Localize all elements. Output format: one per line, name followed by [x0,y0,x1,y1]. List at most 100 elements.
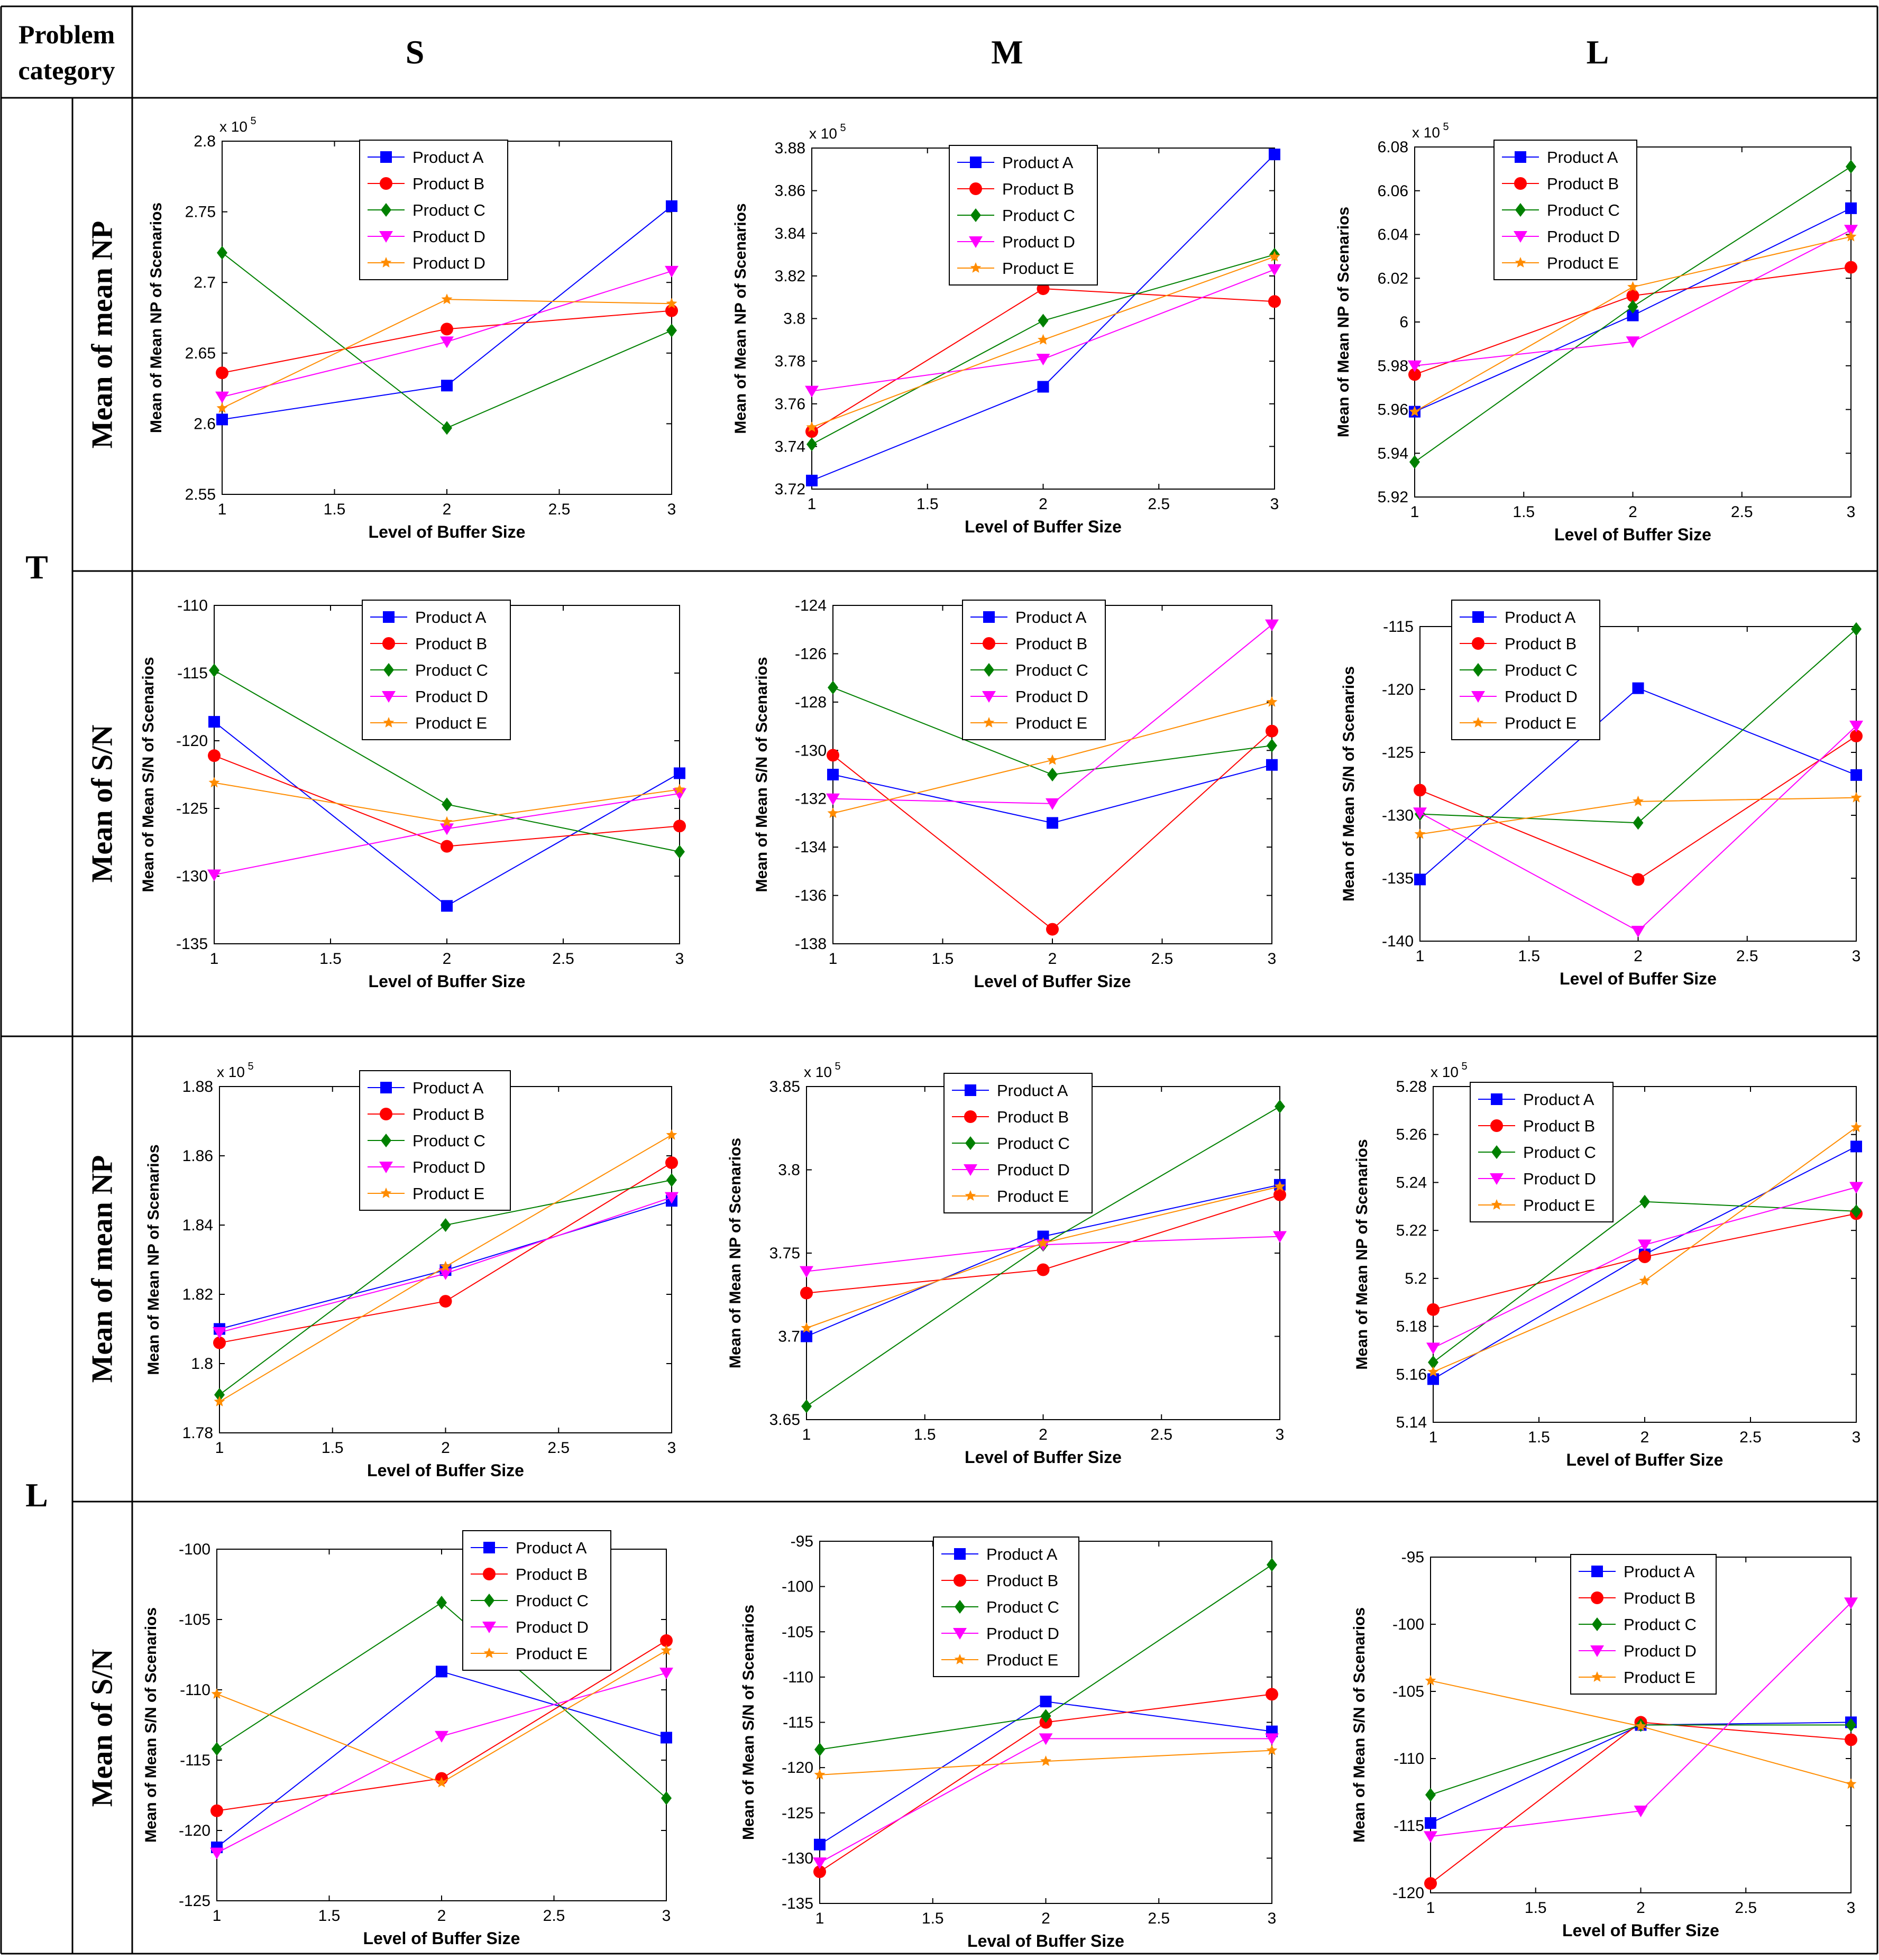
legend-label: Product A [997,1081,1068,1100]
data-point [436,1596,447,1610]
x-tick-label: 2 [441,1439,450,1457]
y-axis-label: Mean of Mean NP of Scenarios [732,203,749,434]
x-tick-label: 1.5 [916,495,939,513]
data-point [1633,795,1644,806]
data-point [1626,289,1639,302]
y-tick-label: 3.74 [775,438,805,455]
legend-label: Product E [986,1651,1058,1669]
data-point [1850,730,1863,743]
x-tick-label: 2.5 [547,1439,570,1457]
data-point [814,1838,826,1851]
data-point [1632,682,1644,694]
y-tick-label: 2.55 [185,486,216,503]
chart-l-m-mean-np: 1 1.5 2 2.5 3 3.65 3.7 3.75 3.8 3.85 x 10 5 Level o… [701,1039,1314,1499]
chart-t-l-sn: 1 1.5 2 2.5 3 -140 -135 -130 -125 -120 -115 Level o… [1322,574,1875,1034]
x-tick-label: 2.5 [1739,1429,1762,1446]
x-tick-label: 1.5 [1513,503,1535,521]
y-tick-label: 5.16 [1396,1366,1427,1383]
data-point [800,1266,813,1278]
y-tick-label: -136 [795,887,827,905]
legend-label: Product C [1015,661,1088,679]
legend-label: Product D [516,1618,589,1636]
x-axis-label: Level of Buffer Size [367,1461,524,1480]
y-tick-label: -115 [180,1752,210,1769]
y-axis-label: Mean of Mean S/N of Scenarios [140,657,157,892]
data-point [1039,1733,1053,1745]
x-tick-label: 1 [1410,503,1419,521]
y-tick-label: -110 [180,1681,210,1699]
data-point [805,385,819,398]
legend-marker [1490,1119,1503,1132]
data-point [210,1847,224,1860]
data-point [1036,354,1050,366]
row-t-mean-np-label: Mean of mean NP [86,220,119,448]
data-point [1037,1230,1049,1243]
y-tick-label: 5.28 [1396,1078,1427,1096]
x-axis-label: Level of Buffer Size [1562,1921,1719,1940]
x-tick-label: 3 [1852,947,1861,965]
legend-marker [983,637,995,650]
legend-marker [381,1134,391,1147]
y-tick-label: 5.24 [1396,1174,1427,1191]
data-point [805,425,818,438]
y-axis-label: Mean of Mean NP of Scenarios [148,203,165,433]
data-point [441,840,453,853]
legend-marker [970,157,982,168]
x-tick-label: 2.5 [1148,495,1170,513]
data-point [214,1387,225,1402]
data-point [1266,696,1278,707]
chart-svg: 1 1.5 2 2.5 3 5.14 5.16 5.18 5.2 5.22 5.24 5.26 5.28… [1353,1061,1863,1469]
data-point [214,1396,225,1406]
legend-marker [1472,717,1484,728]
y-tick-label: -130 [782,1849,813,1867]
legend-marker [379,231,393,243]
y-tick-label: -105 [179,1611,210,1628]
x-tick-label: 2 [443,501,452,518]
data-point [1269,149,1280,161]
y-tick-label: -130 [176,868,208,885]
data-point [1626,336,1640,348]
data-point [1635,1720,1646,1731]
legend-marker [1471,691,1485,703]
legend-label: Product D [413,254,485,272]
chart-svg: 1 1.5 2 2.5 3 5.92 5.94 5.96 5.98 6 6.02 6.04 6.06 6.… [1335,121,1858,544]
y-tick-label: 5.94 [1378,445,1408,462]
legend-marker [380,1082,392,1093]
data-point [1425,1674,1436,1686]
data-point [1265,619,1279,631]
x-tick-label: 3 [667,1439,676,1457]
data-point [1627,281,1638,292]
legend-label: Product C [413,1131,485,1150]
y-tick-label: 2.65 [185,345,216,362]
legend-marker [380,1188,392,1198]
x-tick-label: 1 [1429,1429,1438,1446]
axis-exponent: x 10 5 [809,122,846,142]
chart-t-l-mean-np: 1 1.5 2 2.5 3 5.92 5.94 5.96 5.98 6 6.02 6.04 6.06 6.… [1322,103,1875,568]
y-tick-label: 1.82 [182,1286,213,1303]
y-axis-label: Mean of Mean S/N of Scenarios [142,1607,160,1843]
legend-label: Product D [986,1624,1059,1643]
x-axis-label: Level of Buffer Size [1560,969,1717,988]
y-tick-label: 3.78 [775,353,805,370]
chart-t-m-sn: 1 1.5 2 2.5 3 -138 -136 -134 -132 -130 -128 -126 -12… [701,574,1314,1034]
legend-marker [1515,257,1526,268]
y-tick-label: 5.2 [1405,1270,1427,1287]
data-point [1627,300,1638,314]
data-point [207,869,221,881]
data-point [1428,1355,1438,1369]
legend-label: Product B [1015,634,1087,653]
x-tick-label: 1.5 [932,950,954,968]
data-point [1268,295,1281,308]
data-point [1844,1597,1858,1609]
y-tick-label: -95 [791,1533,813,1550]
x-tick-label: 1 [808,495,817,513]
legend-label: Product A [415,608,487,627]
axis-exponent-power: 5 [245,1061,254,1072]
legend-marker [964,1110,977,1123]
legend-label: Product E [1505,714,1576,732]
data-point [1266,1744,1278,1755]
chart-svg: 1 1.5 2 2.5 3 1.78 1.8 1.82 1.84 1.86 1.88x 10 5 Le… [145,1061,679,1480]
legend-marker [382,691,396,703]
y-tick-label: 5.18 [1396,1318,1427,1336]
data-point [1037,381,1049,393]
